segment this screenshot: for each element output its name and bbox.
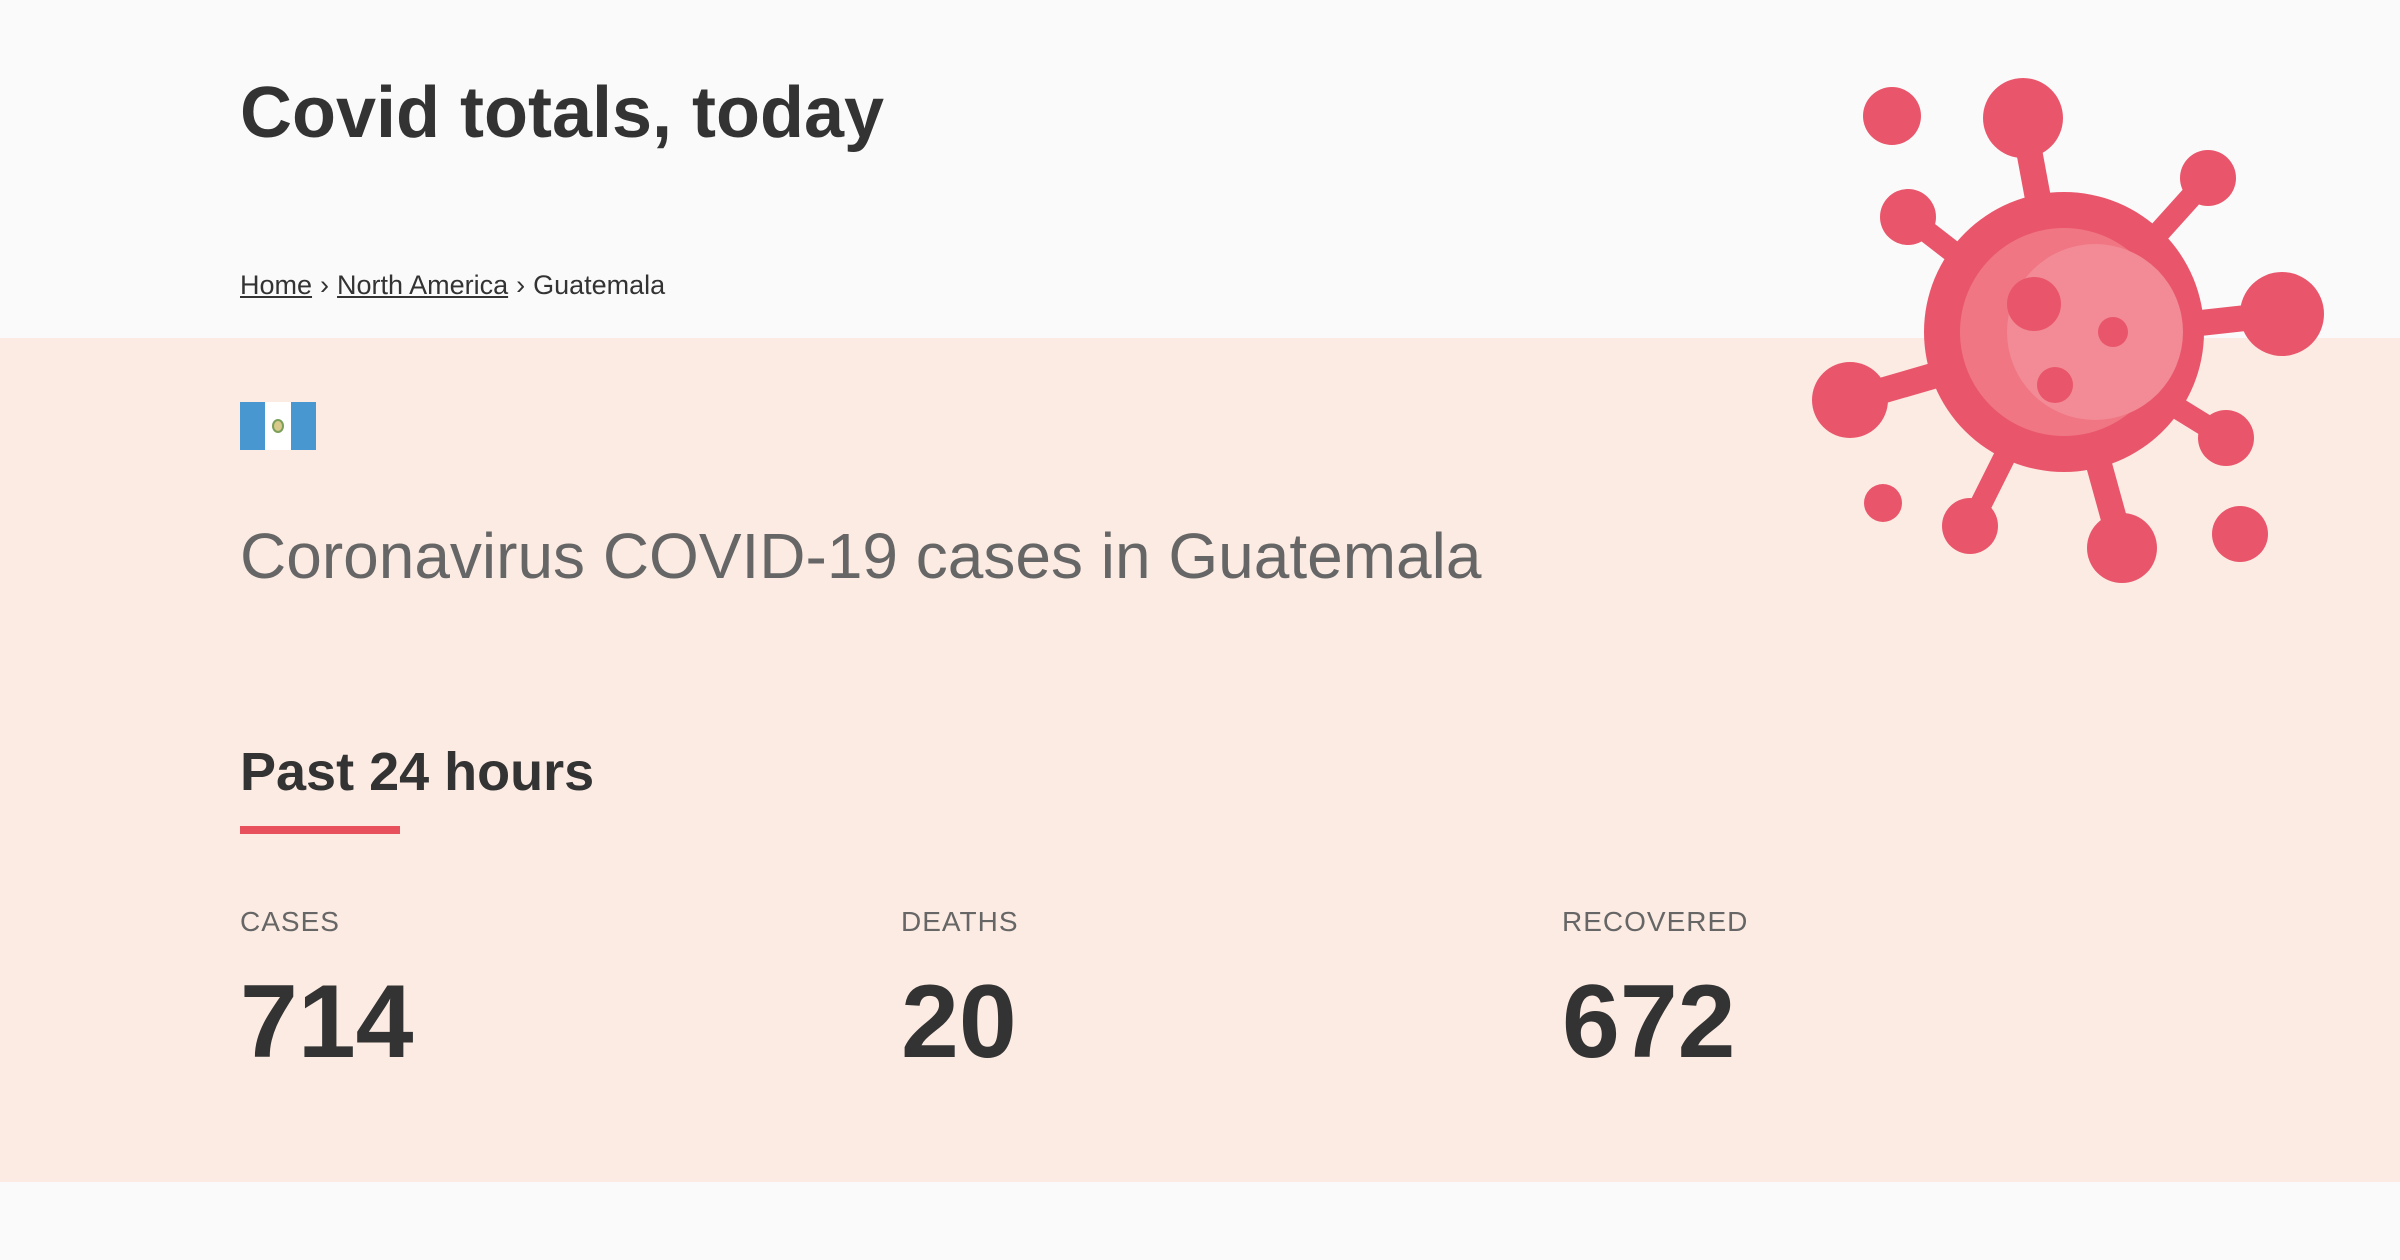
breadcrumb-region-link[interactable]: North America — [337, 270, 509, 300]
stat-recovered: RECOVERED 672 — [1562, 906, 1748, 1074]
coronavirus-icon — [1812, 78, 2324, 583]
stat-cases-label: CASES — [240, 906, 340, 937]
stat-cases-value: 714 — [240, 964, 414, 1080]
section-underline — [240, 826, 400, 834]
stat-recovered-label: RECOVERED — [1562, 906, 1749, 937]
breadcrumb-separator: › — [320, 270, 330, 300]
stat-recovered-value: 672 — [1562, 964, 1736, 1080]
guatemala-flag-icon — [240, 402, 316, 450]
breadcrumb-current: Guatemala — [533, 270, 666, 300]
site-title[interactable]: Covid totals, today — [240, 73, 885, 153]
breadcrumb-separator: › — [516, 270, 526, 300]
section-title: Past 24 hours — [240, 742, 595, 802]
stat-deaths: DEATHS 20 — [901, 906, 1019, 1074]
breadcrumb-home-link[interactable]: Home — [240, 270, 313, 300]
stat-deaths-value: 20 — [901, 964, 1017, 1080]
page-heading: Coronavirus COVID-19 cases in Guatemala — [240, 520, 1482, 592]
site-header: Covid totals, today Home › North America › G… — [0, 0, 2400, 338]
stat-cases: CASES 714 — [240, 906, 414, 1074]
breadcrumb: Home › North America › Guatemala — [240, 270, 665, 301]
stat-deaths-label: DEATHS — [901, 906, 1019, 937]
